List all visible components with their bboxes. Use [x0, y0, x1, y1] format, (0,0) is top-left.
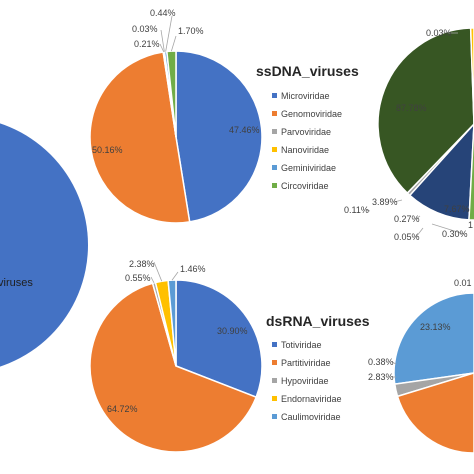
bottom-right-pie-chart: 0.01 23.13% 0.38% 2.83% — [368, 278, 474, 454]
ssdna-pie-chart: 47.46% 50.16% 0.21% 0.03% 0.44%1.70% — [89, 8, 263, 224]
data-label-br: 0.01 — [454, 278, 472, 288]
legend-swatch-genomoviridae — [272, 111, 277, 116]
data-label-hypoviridae: 0.55% — [125, 273, 151, 283]
leader-line-nanoviridae — [160, 29, 165, 52]
data-label-parvoviridae: 0.21% — [134, 39, 160, 49]
data-label-partitiviridae: 64.72% — [107, 404, 138, 414]
legend-swatch-geminiviridae — [272, 165, 277, 170]
data-label-nanoviridae: 0.03% — [132, 24, 158, 34]
data-label-br: 2.83% — [368, 372, 394, 382]
leader-line-tr — [415, 227, 424, 238]
legend-swatch-parvoviridae — [272, 129, 277, 134]
leader-line-tr — [431, 223, 465, 235]
data-label-tr: 1 — [468, 220, 473, 230]
legend-swatch-partitiviridae — [272, 360, 277, 365]
legend-label-parvoviridae: Parvoviridae — [281, 127, 331, 137]
left-pie-slice — [0, 123, 88, 367]
dsrna-title: dsRNA_viruses — [266, 313, 370, 329]
legend-swatch-endornaviridae — [272, 396, 277, 401]
legend-swatch-totiviridae — [272, 342, 277, 347]
leader-line-caulimoviridae — [171, 271, 179, 281]
leader-line-hypoviridae — [150, 276, 155, 284]
data-label-br: 0.38% — [368, 357, 394, 367]
data-label-circoviridae: 1.70% — [178, 26, 204, 36]
slice-microviridae — [175, 50, 263, 223]
leader-line-br — [391, 361, 397, 365]
leader-line-tr — [415, 215, 421, 220]
legend-label-microviridae: Microviridae — [281, 91, 330, 101]
data-label-endornaviridae: 2.38% — [129, 259, 155, 269]
slice-circoviridae — [166, 50, 177, 138]
leader-line-geminiviridae — [165, 15, 173, 52]
data-label-totiviridae: 30.90% — [217, 326, 248, 336]
leader-line-parvoviridae — [159, 43, 165, 53]
slice-tr-dark-blue — [408, 122, 474, 221]
legend-swatch-caulimoviridae — [272, 414, 277, 419]
slice-br-orange — [396, 372, 474, 454]
legend-label-genomoviridae: Genomoviridae — [281, 109, 342, 119]
slice-partitiviridae — [89, 282, 258, 453]
legend-label-geminiviridae: Geminiviridae — [281, 163, 336, 173]
data-label-genomoviridae: 50.16% — [92, 145, 123, 155]
data-label-br: 23.13% — [420, 322, 451, 332]
legend-swatch-nanoviridae — [272, 147, 277, 152]
data-label-tr: 0.11% — [344, 205, 369, 215]
slice-caulimoviridae — [167, 279, 177, 367]
legend-swatch-hypoviridae — [272, 378, 277, 383]
legend-label-circoviridae: Circoviridae — [281, 181, 329, 191]
legend-label-hypoviridae: Hypoviridae — [281, 376, 329, 386]
legend-label-nanoviridae: Nanoviridae — [281, 145, 329, 155]
data-label-caulimoviridae: 1.46% — [180, 264, 206, 274]
slice-totiviridae — [175, 279, 263, 399]
dsrna-legend: Totiviridae Partitiviridae Hypoviridae Endo… — [272, 340, 342, 422]
dsrna-pie-chart: 30.90% 64.72% 0.55% 2.38% 1.46% — [89, 259, 263, 453]
legend-label-endornaviridae: Endornaviridae — [281, 394, 342, 404]
slice-tr-dark-green — [377, 27, 474, 195]
data-label-tr: 0.27% — [394, 214, 420, 224]
data-label-tr: 7.67% — [444, 204, 470, 214]
legend-label-partitiviridae: Partitiviridae — [281, 358, 331, 368]
data-label-tr: 0.30% — [442, 229, 468, 239]
leader-line-circoviridae — [171, 35, 177, 52]
legend-label-caulimoviridae: Caulimoviridae — [281, 412, 341, 422]
ssdna-title: ssDNA_viruses — [256, 63, 359, 79]
data-label-tr: 0.03% — [426, 28, 452, 38]
leader-line-tr — [393, 199, 403, 203]
data-label-tr: 0.05% — [394, 232, 420, 242]
legend-swatch-microviridae — [272, 93, 277, 98]
left-pie-label: viruses — [0, 277, 33, 289]
data-label-microviridae: 47.46% — [229, 125, 260, 135]
slice-br-light-blue — [393, 292, 474, 385]
data-label-tr: 87.78% — [396, 103, 427, 113]
legend-swatch-circoviridae — [272, 183, 277, 188]
data-label-geminiviridae: 0.44% — [150, 8, 176, 18]
data-label-tr: 3.89% — [372, 197, 398, 207]
slice-tr-green — [468, 122, 474, 221]
leader-line-endornaviridae — [153, 261, 163, 282]
leader-line-tr — [365, 209, 371, 212]
ssdna-legend: Microviridae Genomoviridae Parvoviridae Nan… — [272, 91, 342, 191]
top-right-pie-chart: 0.03% 87.78% 7.67% 3.89%0.11% 0.27% 0.05% 0.30… — [344, 27, 474, 242]
slice-genomoviridae — [89, 51, 191, 224]
left-pie-chart: viruses — [0, 123, 88, 367]
legend-label-totiviridae: Totiviridae — [281, 340, 322, 350]
